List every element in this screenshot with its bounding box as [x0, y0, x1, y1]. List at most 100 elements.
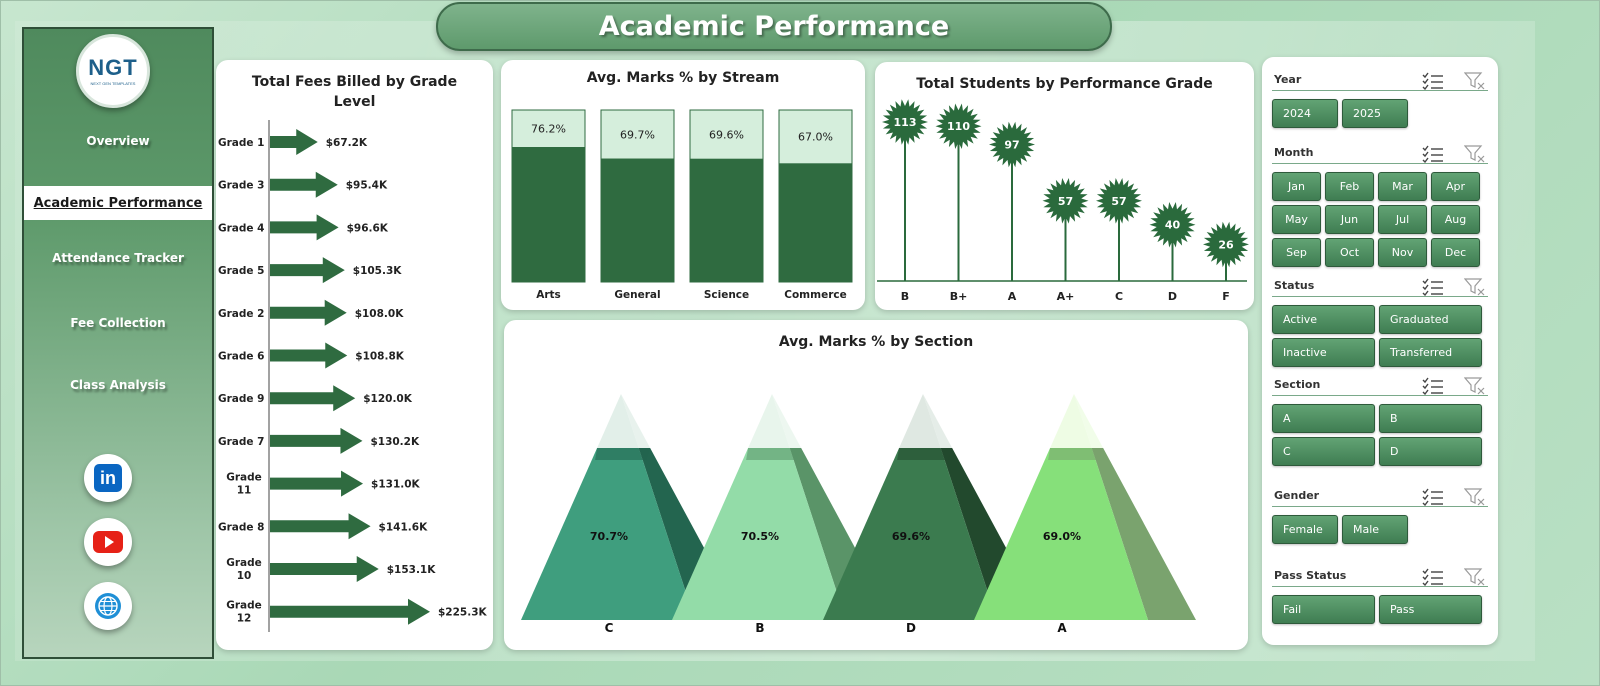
grade-marker [1042, 178, 1089, 224]
status-option-active[interactable]: Active [1272, 305, 1375, 334]
clear-filter-icon[interactable] [1463, 377, 1486, 395]
grade-marker [882, 99, 928, 145]
website-button[interactable] [84, 582, 132, 630]
page-title-banner: Academic Performance [436, 2, 1112, 51]
youtube-button[interactable] [84, 518, 132, 566]
section-pyramid-cap [748, 394, 790, 448]
month-option-oct[interactable]: Oct [1325, 238, 1374, 267]
clear-filter-icon[interactable] [1463, 568, 1486, 586]
section-data-label: 70.5% [741, 530, 779, 543]
stream-data-label: 69.7% [620, 128, 655, 141]
clear-filter-icon[interactable] [1463, 278, 1486, 296]
grade-marker [1203, 221, 1249, 268]
fees-tick-label: Grade 4 [218, 222, 264, 234]
month-option-jun[interactable]: Jun [1325, 205, 1374, 234]
section-option-c[interactable]: C [1272, 437, 1375, 466]
section-chart: 70.7% C 70.5% B 69.6% D 69.0% A [521, 394, 1196, 635]
section-option-d[interactable]: D [1379, 437, 1482, 466]
nav-academic-performance[interactable]: Academic Performance [24, 186, 212, 220]
fees-chart-title-line2: Level [333, 94, 376, 110]
section-chart-title: Avg. Marks % by Section [778, 334, 974, 350]
multi-select-icon[interactable] [1422, 72, 1444, 91]
status-option-inactive[interactable]: Inactive [1272, 338, 1375, 367]
fees-data-label: $95.4K [346, 180, 388, 192]
month-option-mar[interactable]: Mar [1378, 172, 1427, 201]
section-pyramid-band [746, 448, 802, 460]
grade-tick-label: A+ [1057, 290, 1075, 303]
grade-marker [1149, 202, 1196, 248]
stream-chart-title: Avg. Marks % by Stream [586, 70, 780, 86]
grade-tick-label: F [1222, 290, 1230, 303]
fees-tick-label: 12 [237, 613, 252, 625]
clear-filter-icon[interactable] [1463, 145, 1486, 163]
fees-tick-label: Grade 7 [218, 436, 264, 448]
year-slicer-header: Year [1272, 69, 1488, 91]
gender-option-male[interactable]: Male [1342, 515, 1408, 544]
fees-tick-label: Grade [226, 557, 262, 569]
stream-bar [690, 158, 763, 282]
status-option-graduated[interactable]: Graduated [1379, 305, 1482, 334]
month-option-sep[interactable]: Sep [1272, 238, 1321, 267]
fees-bar [270, 513, 371, 540]
section-pyramid-front [974, 448, 1148, 620]
section-tick-label: D [906, 621, 916, 635]
year-option-2024[interactable]: 2024 [1272, 99, 1338, 128]
nav-class-analysis[interactable]: Class Analysis [70, 378, 166, 392]
gender-option-female[interactable]: Female [1272, 515, 1338, 544]
section-option-a[interactable]: A [1272, 404, 1375, 433]
sidebar: NGT NEXT GEN TEMPLATES Overview Academic… [22, 27, 214, 659]
grade-data-label: 113 [894, 116, 917, 129]
fees-bar [270, 214, 339, 241]
year-option-2025[interactable]: 2025 [1342, 99, 1408, 128]
month-option-aug[interactable]: Aug [1431, 205, 1480, 234]
month-option-apr[interactable]: Apr [1431, 172, 1480, 201]
multi-select-icon[interactable] [1422, 488, 1444, 507]
status-option-transferred[interactable]: Transferred [1379, 338, 1482, 367]
grade-data-label: 110 [947, 120, 970, 133]
month-option-dec[interactable]: Dec [1431, 238, 1480, 267]
fees-data-label: $96.6K [347, 222, 389, 234]
section-pyramid-cap-side [923, 394, 953, 448]
pass-status-option-pass[interactable]: Pass [1379, 595, 1482, 624]
month-option-jul[interactable]: Jul [1378, 205, 1427, 234]
clear-filter-icon[interactable] [1463, 488, 1486, 506]
fees-chart-card: Total Fees Billed by Grade Level Grade 1… [216, 60, 493, 650]
multi-select-icon[interactable] [1422, 377, 1444, 396]
grade-data-label: 97 [1004, 139, 1019, 152]
multi-select-icon[interactable] [1422, 568, 1444, 587]
section-pyramid-band [897, 448, 953, 460]
section-pyramid-cap [597, 394, 639, 448]
stream-tick-label: General [614, 289, 660, 301]
linkedin-icon-text: in [100, 467, 116, 488]
pass-status-option-fail[interactable]: Fail [1272, 595, 1375, 624]
grade-marker [989, 121, 1035, 168]
fees-tick-label: Grade 3 [218, 180, 264, 192]
grade-data-label: 40 [1165, 219, 1181, 232]
section-option-b[interactable]: B [1379, 404, 1482, 433]
fees-data-label: $153.1K [387, 564, 437, 576]
fees-tick-label: Grade 1 [218, 137, 264, 149]
nav-fee-collection[interactable]: Fee Collection [70, 316, 166, 330]
section-slicer-header: Section [1272, 374, 1488, 396]
nav-overview[interactable]: Overview [86, 134, 150, 148]
multi-select-icon[interactable] [1422, 145, 1444, 164]
fees-tick-label: Grade 5 [218, 265, 264, 277]
month-option-may[interactable]: May [1272, 205, 1321, 234]
fees-data-label: $105.3K [353, 265, 403, 277]
globe-icon [95, 593, 121, 619]
page-title: Academic Performance [598, 11, 950, 42]
grade-tick-label: A [1008, 290, 1017, 303]
section-tick-label: A [1057, 621, 1067, 635]
multi-select-icon[interactable] [1422, 278, 1444, 297]
linkedin-icon: in [94, 464, 122, 492]
fees-data-label: $130.2K [370, 436, 420, 448]
month-option-jan[interactable]: Jan [1272, 172, 1321, 201]
month-option-feb[interactable]: Feb [1325, 172, 1374, 201]
linkedin-button[interactable]: in [84, 454, 132, 502]
nav-attendance-tracker[interactable]: Attendance Tracker [52, 251, 184, 265]
stream-data-label: 69.6% [709, 128, 744, 141]
section-pyramid-front [823, 448, 997, 620]
clear-filter-icon[interactable] [1463, 72, 1486, 90]
month-option-nov[interactable]: Nov [1378, 238, 1427, 267]
section-slicer-label: Section [1274, 378, 1321, 391]
